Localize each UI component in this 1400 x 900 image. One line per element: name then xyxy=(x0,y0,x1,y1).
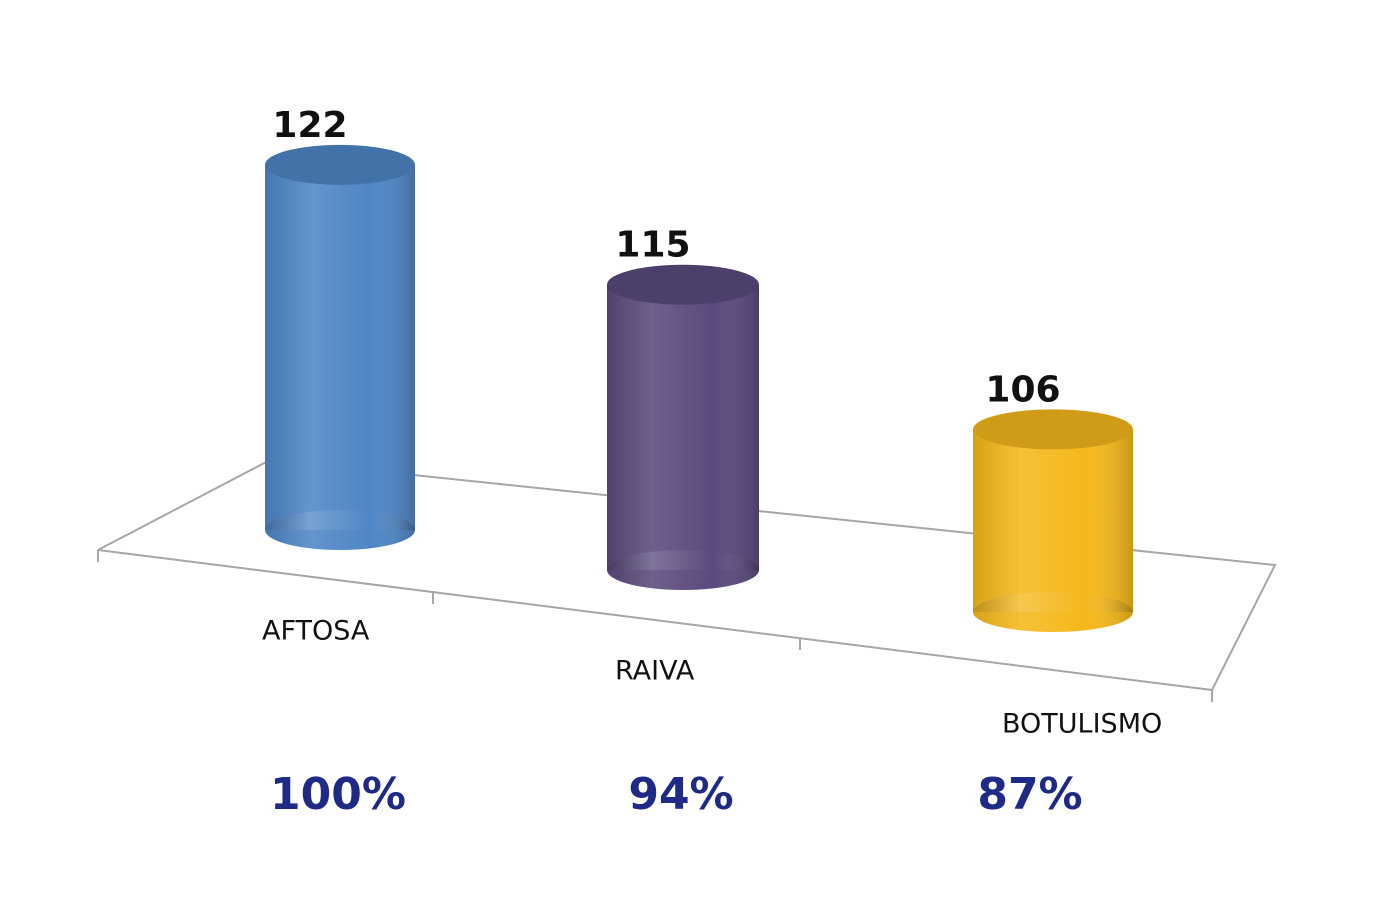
bar-bottom-shade xyxy=(607,550,759,590)
value-label: 106 xyxy=(985,369,1060,410)
bar-shade xyxy=(973,429,1133,612)
bar-top-shade xyxy=(607,264,759,305)
bar-top xyxy=(265,144,415,185)
bar-top xyxy=(607,264,759,305)
bar-top-shade xyxy=(265,144,415,185)
bar-top xyxy=(973,409,1133,450)
bar-shade xyxy=(265,164,415,530)
bar-top-shade xyxy=(973,409,1133,450)
value-label: 115 xyxy=(615,225,690,266)
bar-shade xyxy=(607,284,759,570)
floor-outline xyxy=(97,458,1277,692)
value-label: 122 xyxy=(272,105,347,146)
percentage-label: 100% xyxy=(270,769,406,820)
floor xyxy=(97,458,1277,702)
percentage-label: 87% xyxy=(977,769,1082,820)
percentage-label: 94% xyxy=(628,769,733,820)
category-label: BOTULISMO xyxy=(1002,709,1162,740)
bar-bottom-shade xyxy=(973,592,1133,632)
bar-bottom-shade xyxy=(265,510,415,550)
category-label: AFTOSA xyxy=(262,616,370,647)
category-label: RAIVA xyxy=(615,656,695,687)
